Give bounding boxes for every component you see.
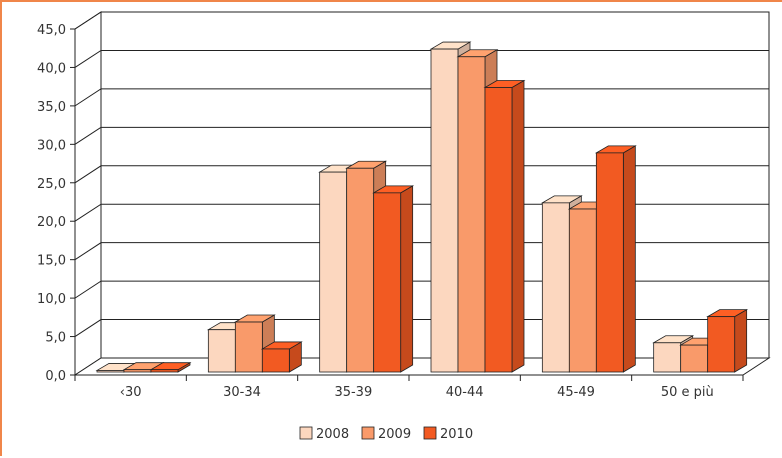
legend-label: 2009: [378, 427, 411, 442]
bar: [483, 79, 526, 373]
x-tick-label: 45-49: [557, 385, 595, 400]
side-wall: [74, 11, 102, 376]
y-tick-label: 0,0: [45, 369, 66, 384]
bar-front: [319, 171, 348, 373]
x-tick-label: 30-34: [223, 385, 261, 400]
legend-swatch: [299, 426, 313, 440]
bar-side: [622, 145, 636, 373]
legend: 2008 2009 2010: [299, 426, 473, 442]
gridline: [74, 165, 769, 184]
bar-front: [430, 48, 459, 373]
bar: [706, 308, 749, 373]
bar: [149, 361, 192, 373]
legend-swatch: [361, 426, 375, 440]
bar: [594, 145, 637, 373]
bar-front: [653, 342, 682, 373]
bar-front: [484, 87, 513, 373]
y-tick-label: 15,0: [37, 254, 66, 269]
y-tick-label: 20,0: [37, 215, 66, 230]
y-tick-label: 35,0: [37, 100, 66, 115]
bar: [679, 337, 722, 373]
bar-front: [346, 167, 375, 373]
legend-swatch: [423, 426, 437, 440]
gridline: [74, 88, 769, 107]
bar: [260, 341, 303, 373]
bar-front: [568, 208, 597, 373]
y-tick-label: 10,0: [37, 292, 66, 307]
y-tick-label: 25,0: [37, 177, 66, 192]
gridline: [74, 11, 769, 30]
bar-front: [373, 192, 402, 373]
bars: [95, 41, 749, 373]
gridline: [74, 126, 769, 145]
plot-wall: [73, 11, 771, 376]
y-tick-label: 30,0: [37, 138, 66, 153]
bar-front: [595, 152, 624, 373]
bar: [372, 185, 415, 373]
bar-front: [96, 370, 125, 373]
bar-front: [234, 321, 263, 373]
x-tick-label: 35-39: [334, 385, 372, 400]
legend-label: 2010: [440, 427, 473, 442]
bar-front: [150, 369, 179, 373]
y-tick-label: 40,0: [37, 61, 66, 76]
bar-front: [680, 344, 709, 373]
bar-front: [457, 56, 486, 373]
y-axis: 0,0 5,0 10,0 15,0 20,0 25,0 30,0 35,0 40,0 45,0: [37, 23, 76, 384]
x-axis: ‹30 30-34 35-39 40-44 45-49 50 e più: [74, 374, 744, 400]
y-tick-label: 5,0: [45, 331, 66, 346]
x-tick-label: ‹30: [120, 385, 142, 400]
y-tick-label: 45,0: [37, 23, 66, 38]
gridline: [74, 49, 769, 68]
x-tick-label: 40-44: [446, 385, 484, 400]
bar-front: [261, 348, 290, 373]
bar-side: [400, 185, 414, 373]
bar-side: [511, 79, 525, 373]
bar-front: [123, 369, 152, 373]
x-tick-label: 50 e più: [661, 385, 714, 400]
bar-side: [734, 308, 748, 373]
legend-label: 2008: [316, 427, 349, 442]
bar-front: [541, 202, 570, 373]
bar-front: [707, 316, 736, 373]
bar-front: [207, 329, 236, 373]
